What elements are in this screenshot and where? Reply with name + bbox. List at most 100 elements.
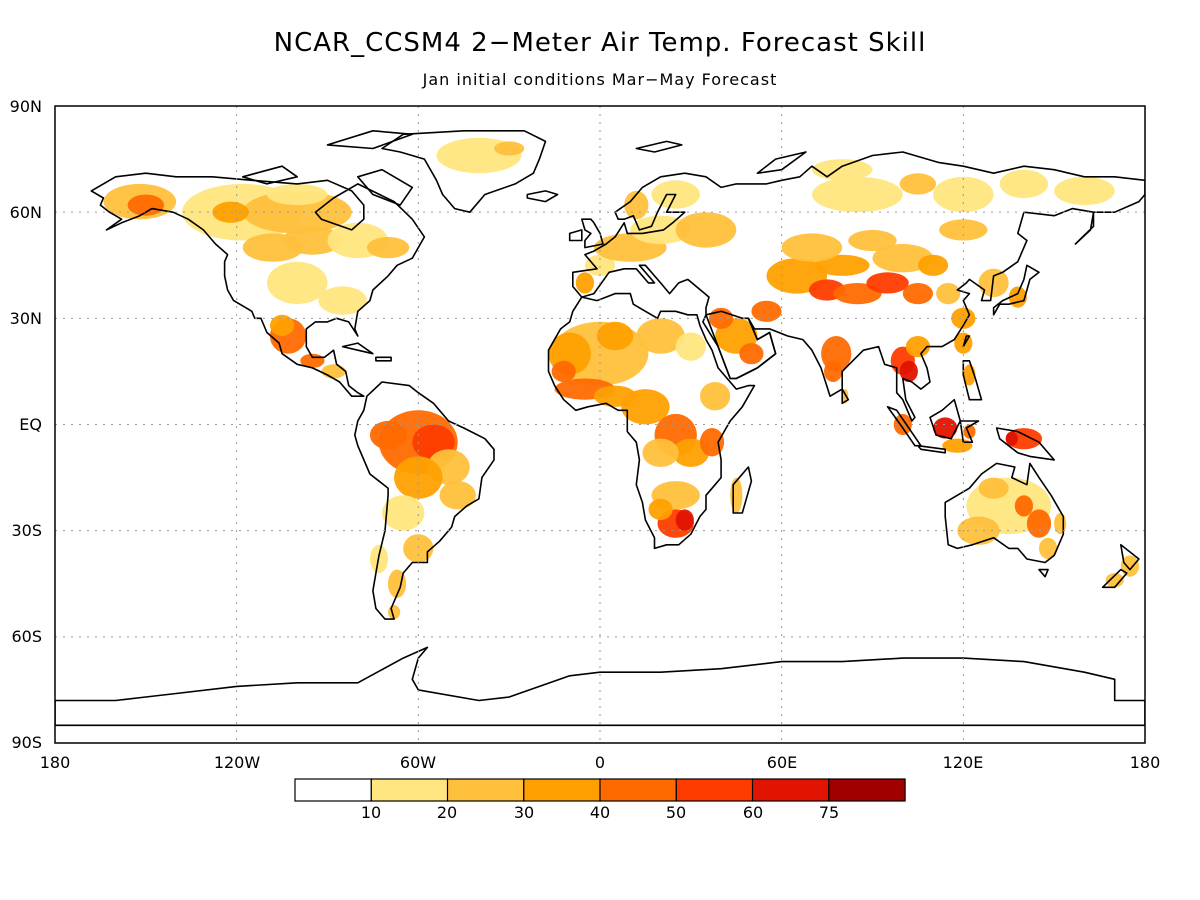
skill-patch <box>848 229 897 252</box>
skill-patch <box>700 382 731 411</box>
skill-patch <box>824 360 843 382</box>
skill-patch <box>403 534 434 563</box>
skill-patch <box>266 183 328 206</box>
skill-patch <box>936 283 961 305</box>
gridlines <box>55 106 1145 743</box>
skill-patch <box>957 516 1000 545</box>
skill-patch <box>642 438 679 467</box>
skill-patch <box>369 420 407 450</box>
skill-patch <box>1039 537 1058 560</box>
skill-patch <box>872 244 934 273</box>
skill-patch <box>127 194 164 216</box>
skill-patch <box>242 233 304 262</box>
north-america-coast <box>90 172 426 398</box>
colorbar-label: 75 <box>819 803 839 822</box>
skill-patch <box>439 481 476 510</box>
novaya-zemlya-coast <box>756 151 807 174</box>
skill-patch <box>1105 573 1124 588</box>
skill-patch <box>939 219 988 241</box>
skill-patch <box>918 254 949 276</box>
colorbar-swatch <box>523 778 601 802</box>
lon-tick-label: 120E <box>943 753 984 772</box>
skill-patch <box>648 498 673 520</box>
colorbar-swatch <box>828 778 906 802</box>
japan-coast <box>992 264 1040 316</box>
skill-patch <box>905 336 931 358</box>
colorbar-label: 10 <box>361 803 381 822</box>
skill-patch <box>1014 495 1033 517</box>
lat-ticks: 90N 60N 30N EQ 30S 60S 90S <box>10 97 42 752</box>
skill-patch <box>624 190 649 220</box>
antarctica-coast <box>55 646 1145 727</box>
colorbar-label: 60 <box>743 803 763 822</box>
colorbar-swatch <box>446 778 525 802</box>
skill-patch <box>999 169 1049 199</box>
map-subtitle: Jan initial conditions Mar−May Forecast <box>422 70 778 89</box>
skill-patch <box>394 456 443 499</box>
colorbar-swatch <box>370 778 449 802</box>
skill-patch <box>672 438 709 467</box>
skill-patch <box>933 417 958 439</box>
skill-patch <box>242 191 352 234</box>
skill-patch <box>1054 176 1115 206</box>
iceland-coast <box>526 190 559 203</box>
colorbar-swatch <box>675 778 754 802</box>
skill-patch <box>699 428 725 457</box>
lon-tick-label: 60E <box>767 753 797 772</box>
colorbar-label: 30 <box>514 803 534 822</box>
skill-patch <box>978 477 1009 499</box>
new-guinea-coast <box>995 427 1055 461</box>
coastlines <box>55 130 1145 727</box>
skill-patch <box>1026 509 1052 538</box>
south-america-coast <box>353 381 495 620</box>
victoria-island-coast <box>241 165 299 185</box>
colorbar-label: 50 <box>666 803 686 822</box>
skill-patch <box>942 438 973 453</box>
colorbar-label: 20 <box>437 803 457 822</box>
java-coast <box>917 444 947 454</box>
skill-patch <box>781 233 843 262</box>
lat-tick-label: 90N <box>10 97 42 116</box>
lon-tick-label: 60W <box>400 753 436 772</box>
colorbar-label: 40 <box>590 803 610 822</box>
africa-coast <box>547 292 756 550</box>
map-title: NCAR_CCSM4 2−Meter Air Temp. Forecast Sk… <box>273 28 927 58</box>
cuba-coast <box>341 342 374 355</box>
skill-patch <box>551 360 576 382</box>
baffin-coast <box>356 168 414 206</box>
skill-patch <box>575 272 595 294</box>
skill-patch <box>636 318 685 354</box>
skill-patch <box>382 495 425 531</box>
colorbar-labels: 10 20 30 40 50 60 75 <box>361 803 839 822</box>
skill-patch <box>366 237 410 259</box>
skill-patch <box>212 201 249 223</box>
australia-coast <box>944 462 1065 564</box>
skill-patch <box>584 254 616 276</box>
lon-tick-label: 120W <box>214 753 261 772</box>
arabia-fill-coast <box>705 310 777 380</box>
lat-tick-label: 30S <box>11 521 42 540</box>
skill-patch <box>899 173 937 195</box>
skill-patch <box>596 321 634 351</box>
hispaniola-coast <box>375 356 392 362</box>
sulawesi-coast <box>959 420 980 444</box>
lat-tick-label: 30N <box>10 309 42 328</box>
lat-tick-label: EQ <box>19 415 42 434</box>
skill-patch <box>893 413 912 436</box>
lat-tick-label: 90S <box>11 733 42 752</box>
colorbar-swatch <box>294 778 372 802</box>
colorbar <box>294 778 906 802</box>
skill-patch <box>902 283 934 305</box>
ireland-coast <box>568 229 583 242</box>
lon-ticks: 180 120W 60W 0 60E 120E 180 <box>40 753 1161 772</box>
colorbar-swatch <box>599 778 677 802</box>
lon-tick-label: 0 <box>595 753 605 772</box>
great-britain-coast <box>580 218 604 249</box>
skill-patch <box>675 212 737 248</box>
skill-patch <box>266 261 328 305</box>
skill-patch <box>866 272 909 294</box>
skill-patch <box>814 254 870 276</box>
lon-tick-label: 180 <box>1130 753 1161 772</box>
skill-patch <box>270 314 295 336</box>
